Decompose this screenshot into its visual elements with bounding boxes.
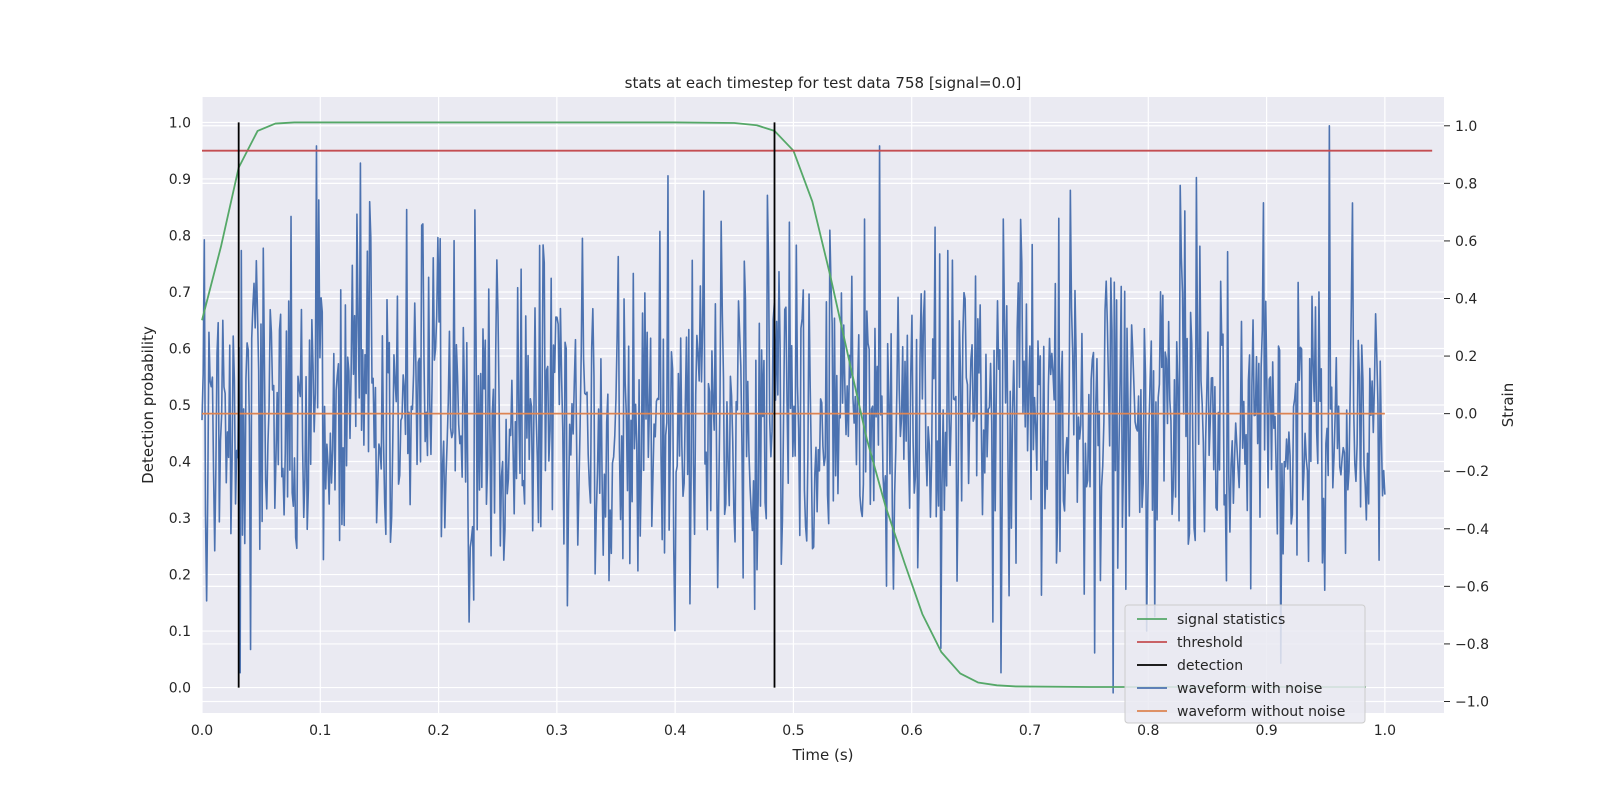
legend-label: signal statistics [1177,612,1285,628]
x-tick-label: 1.0 [1374,723,1396,739]
y-left-tick-label: 0.2 [169,568,191,584]
y-right-tick-label: 0.4 [1455,291,1477,307]
y-left-tick-label: 0.6 [169,341,191,357]
y-right-tick-label: −0.4 [1455,522,1489,538]
legend-label: threshold [1177,635,1243,651]
x-tick-label: 0.1 [309,723,331,739]
legend-label: waveform without noise [1177,704,1345,720]
series-layer [201,121,1433,694]
y-right-axis-label: Strain [1499,383,1517,427]
legend-label: detection [1177,658,1243,674]
y-right-tick-label: −0.6 [1455,579,1489,595]
x-tick-label: 0.9 [1255,723,1277,739]
y-left-tick-label: 0.5 [169,398,191,414]
x-tick-label: 0.7 [1019,723,1041,739]
y-left-tick-label: 0.3 [169,511,191,527]
y-left-tick-label: 1.0 [169,115,191,131]
x-tick-label: 0.2 [427,723,449,739]
y-right-tick-label: −0.2 [1455,464,1489,480]
x-tick-label: 0.6 [901,723,923,739]
waveform-with-noise-line [201,124,1386,694]
y-left-axis-label: Detection probability [139,326,157,484]
y-right-tick-label: 0.8 [1455,176,1477,192]
x-axis-ticks: 0.0 0.1 0.2 0.3 0.4 0.5 0.6 0.7 0.8 0.9 1.0 [191,723,1396,739]
x-tick-label: 0.5 [782,723,804,739]
x-tick-label: 0.3 [546,723,568,739]
legend-box [1124,604,1366,724]
x-axis-label: Time (s) [792,746,854,764]
y-right-tick-label: 0.6 [1455,234,1477,250]
y-left-tick-label: 0.9 [169,172,191,188]
y-left-tick-label: 0.4 [169,455,191,471]
legend: signal statistics threshold detection wavef… [1124,604,1366,724]
y-right-tick-label: −0.8 [1455,637,1489,653]
y-right-axis-ticks: −1.0 −0.8 −0.6 −0.4 −0.2 0.0 0.2 0.4 0.6 0.8 1.0 [1444,119,1489,710]
chart-title: stats at each timestep for test data 758… [625,74,1022,92]
y-right-tick-label: 0.2 [1455,349,1477,365]
y-left-axis-ticks: 0.0 0.1 0.2 0.3 0.4 0.5 0.6 0.7 0.8 0.9 1.0 [169,115,191,696]
signal-statistics-line [201,121,1366,688]
x-tick-label: 0.0 [191,723,213,739]
y-left-tick-label: 0.8 [169,228,191,244]
x-tick-label: 0.8 [1137,723,1159,739]
y-left-tick-label: 0.0 [169,681,191,697]
y-left-tick-label: 0.7 [169,285,191,301]
legend-label: waveform with noise [1177,681,1322,697]
x-tick-label: 0.4 [664,723,686,739]
y-right-tick-label: −1.0 [1455,694,1489,710]
y-right-tick-label: 1.0 [1455,119,1477,135]
y-left-tick-label: 0.1 [169,624,191,640]
y-right-tick-label: 0.0 [1455,407,1477,423]
